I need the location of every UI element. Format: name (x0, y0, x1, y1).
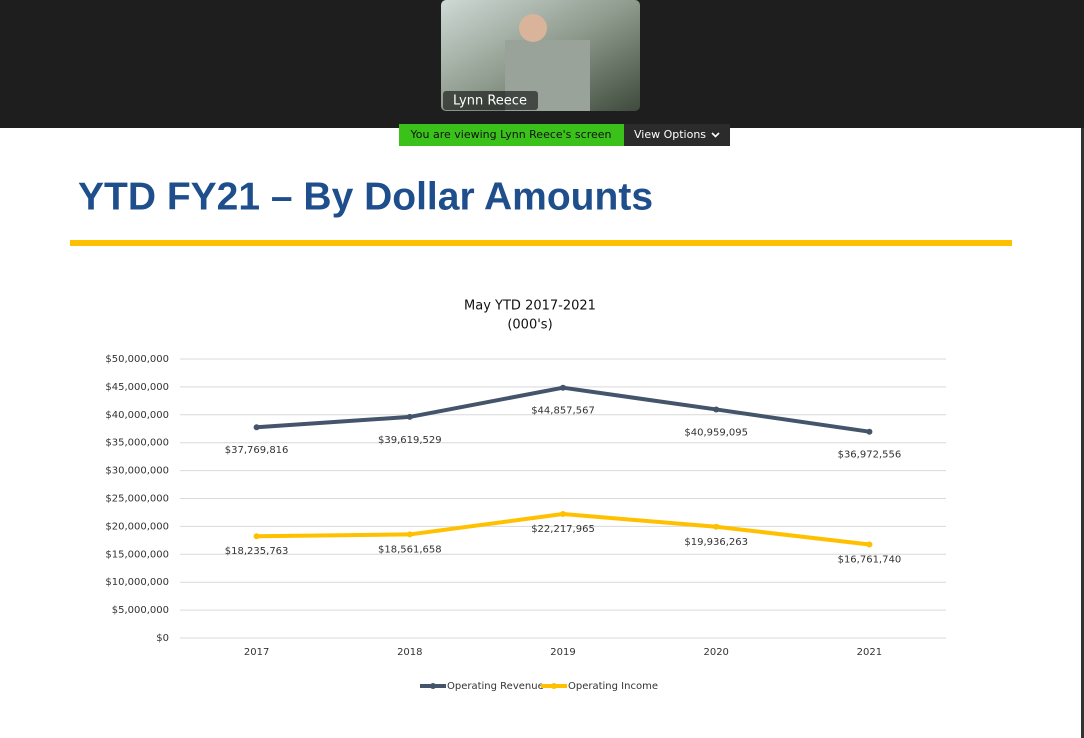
x-tick-label: 2020 (703, 647, 728, 658)
y-tick-label: $40,000,000 (105, 410, 169, 421)
y-tick-label: $20,000,000 (105, 521, 169, 532)
edge (1081, 128, 1084, 738)
view-options-text: View Options (634, 128, 706, 141)
x-tick-label: 2019 (550, 647, 575, 658)
banner (399, 124, 624, 146)
data-label: $18,235,763 (225, 546, 289, 557)
slide-title: YTD FY21 – By Dollar Amounts (78, 175, 653, 218)
y-tick-label: $50,000,000 (105, 354, 169, 365)
y-tick-label: $0 (156, 633, 169, 644)
data-label: $19,936,263 (684, 537, 748, 548)
view-options-button[interactable] (624, 124, 730, 146)
data-label: $36,972,556 (838, 450, 902, 461)
data-label: $44,857,567 (531, 406, 595, 417)
data-label: $40,959,095 (684, 427, 748, 438)
legend-marker (430, 683, 436, 689)
y-tick-label: $35,000,000 (105, 438, 169, 449)
banner-text: You are viewing Lynn Reece's screen (410, 128, 612, 141)
point (560, 511, 566, 518)
y-tick-label: $25,000,000 (105, 494, 169, 505)
legend-label: Operating Revenue (447, 681, 544, 692)
y-tick-label: $45,000,000 (105, 382, 169, 393)
y-tick-label: $5,000,000 (112, 605, 169, 616)
chart-subtitle: (000's) (507, 318, 552, 333)
data-label: $16,761,740 (838, 554, 902, 565)
chevron (711, 132, 720, 138)
name-tag-bg (443, 91, 538, 110)
point (866, 428, 873, 435)
speaker-head (519, 14, 547, 42)
y-tick-label: $10,000,000 (105, 577, 169, 588)
data-label: $39,619,529 (378, 435, 442, 446)
data-label: $22,217,965 (531, 524, 595, 535)
point (713, 523, 720, 530)
participant-name: Lynn Reece (453, 94, 527, 109)
x-tick-label: 2018 (397, 647, 422, 658)
y-tick-label: $15,000,000 (105, 549, 169, 560)
point (713, 406, 720, 413)
point (866, 541, 873, 548)
point (253, 533, 260, 540)
x-tick-label: 2017 (244, 647, 269, 658)
y-tick-label: $30,000,000 (105, 466, 169, 477)
legend-label: Operating Income (568, 681, 658, 692)
point (253, 424, 260, 431)
title-rule (70, 240, 1012, 246)
point (406, 531, 413, 538)
x-tick-label: 2021 (857, 647, 882, 658)
data-label: $18,561,658 (378, 544, 442, 555)
legend-marker (551, 683, 557, 689)
chart-title: May YTD 2017-2021 (464, 299, 596, 314)
point (406, 413, 413, 420)
point (560, 384, 566, 391)
data-label: $37,769,816 (225, 445, 289, 456)
